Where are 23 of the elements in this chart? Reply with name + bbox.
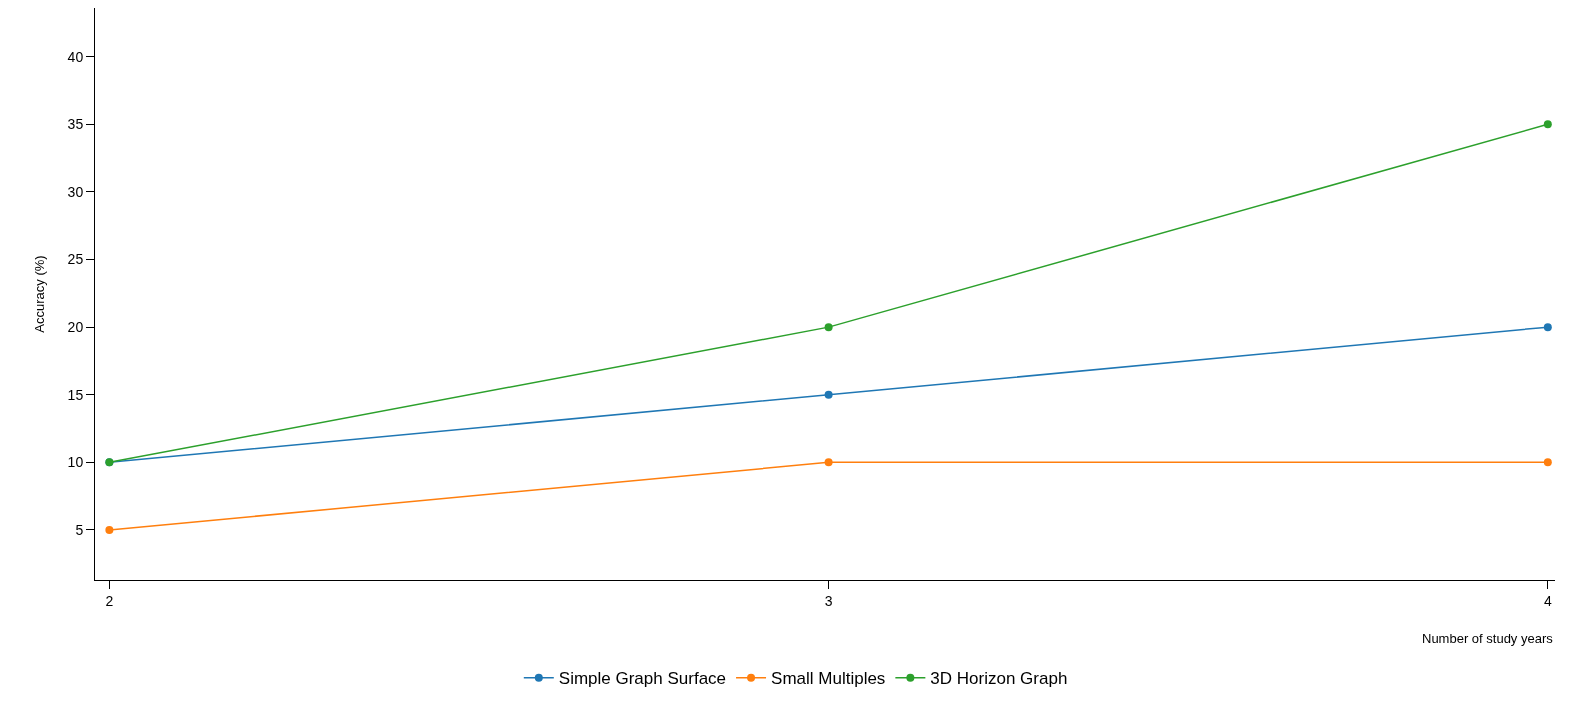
y-tick-label: 5 xyxy=(75,521,84,538)
point xyxy=(824,458,833,467)
point xyxy=(105,525,114,534)
point xyxy=(1543,458,1552,467)
point xyxy=(1543,120,1552,129)
x-axis-title: Number of study years xyxy=(1422,631,1554,646)
x-tick-label: 2 xyxy=(105,592,114,609)
y-tick-label: 25 xyxy=(67,251,84,268)
legend-label: Small Multiples xyxy=(771,669,886,689)
y-tick-label: 40 xyxy=(67,48,84,65)
point xyxy=(824,390,833,399)
y-axis-title: Accuracy (%) xyxy=(31,255,47,333)
y-tick-label: 30 xyxy=(67,183,84,200)
x-tick-label: 4 xyxy=(1543,592,1552,609)
y-tick-label: 35 xyxy=(67,116,84,133)
point xyxy=(824,323,833,332)
legend-label: Simple Graph Surface xyxy=(558,669,727,689)
legend-label: 3D Horizon Graph xyxy=(930,669,1068,689)
y-tick-label: 15 xyxy=(67,386,84,403)
point xyxy=(1543,323,1552,332)
y-tick-label: 10 xyxy=(67,454,84,471)
y-tick-label: 20 xyxy=(67,319,84,336)
x-tick-label: 3 xyxy=(824,592,833,609)
